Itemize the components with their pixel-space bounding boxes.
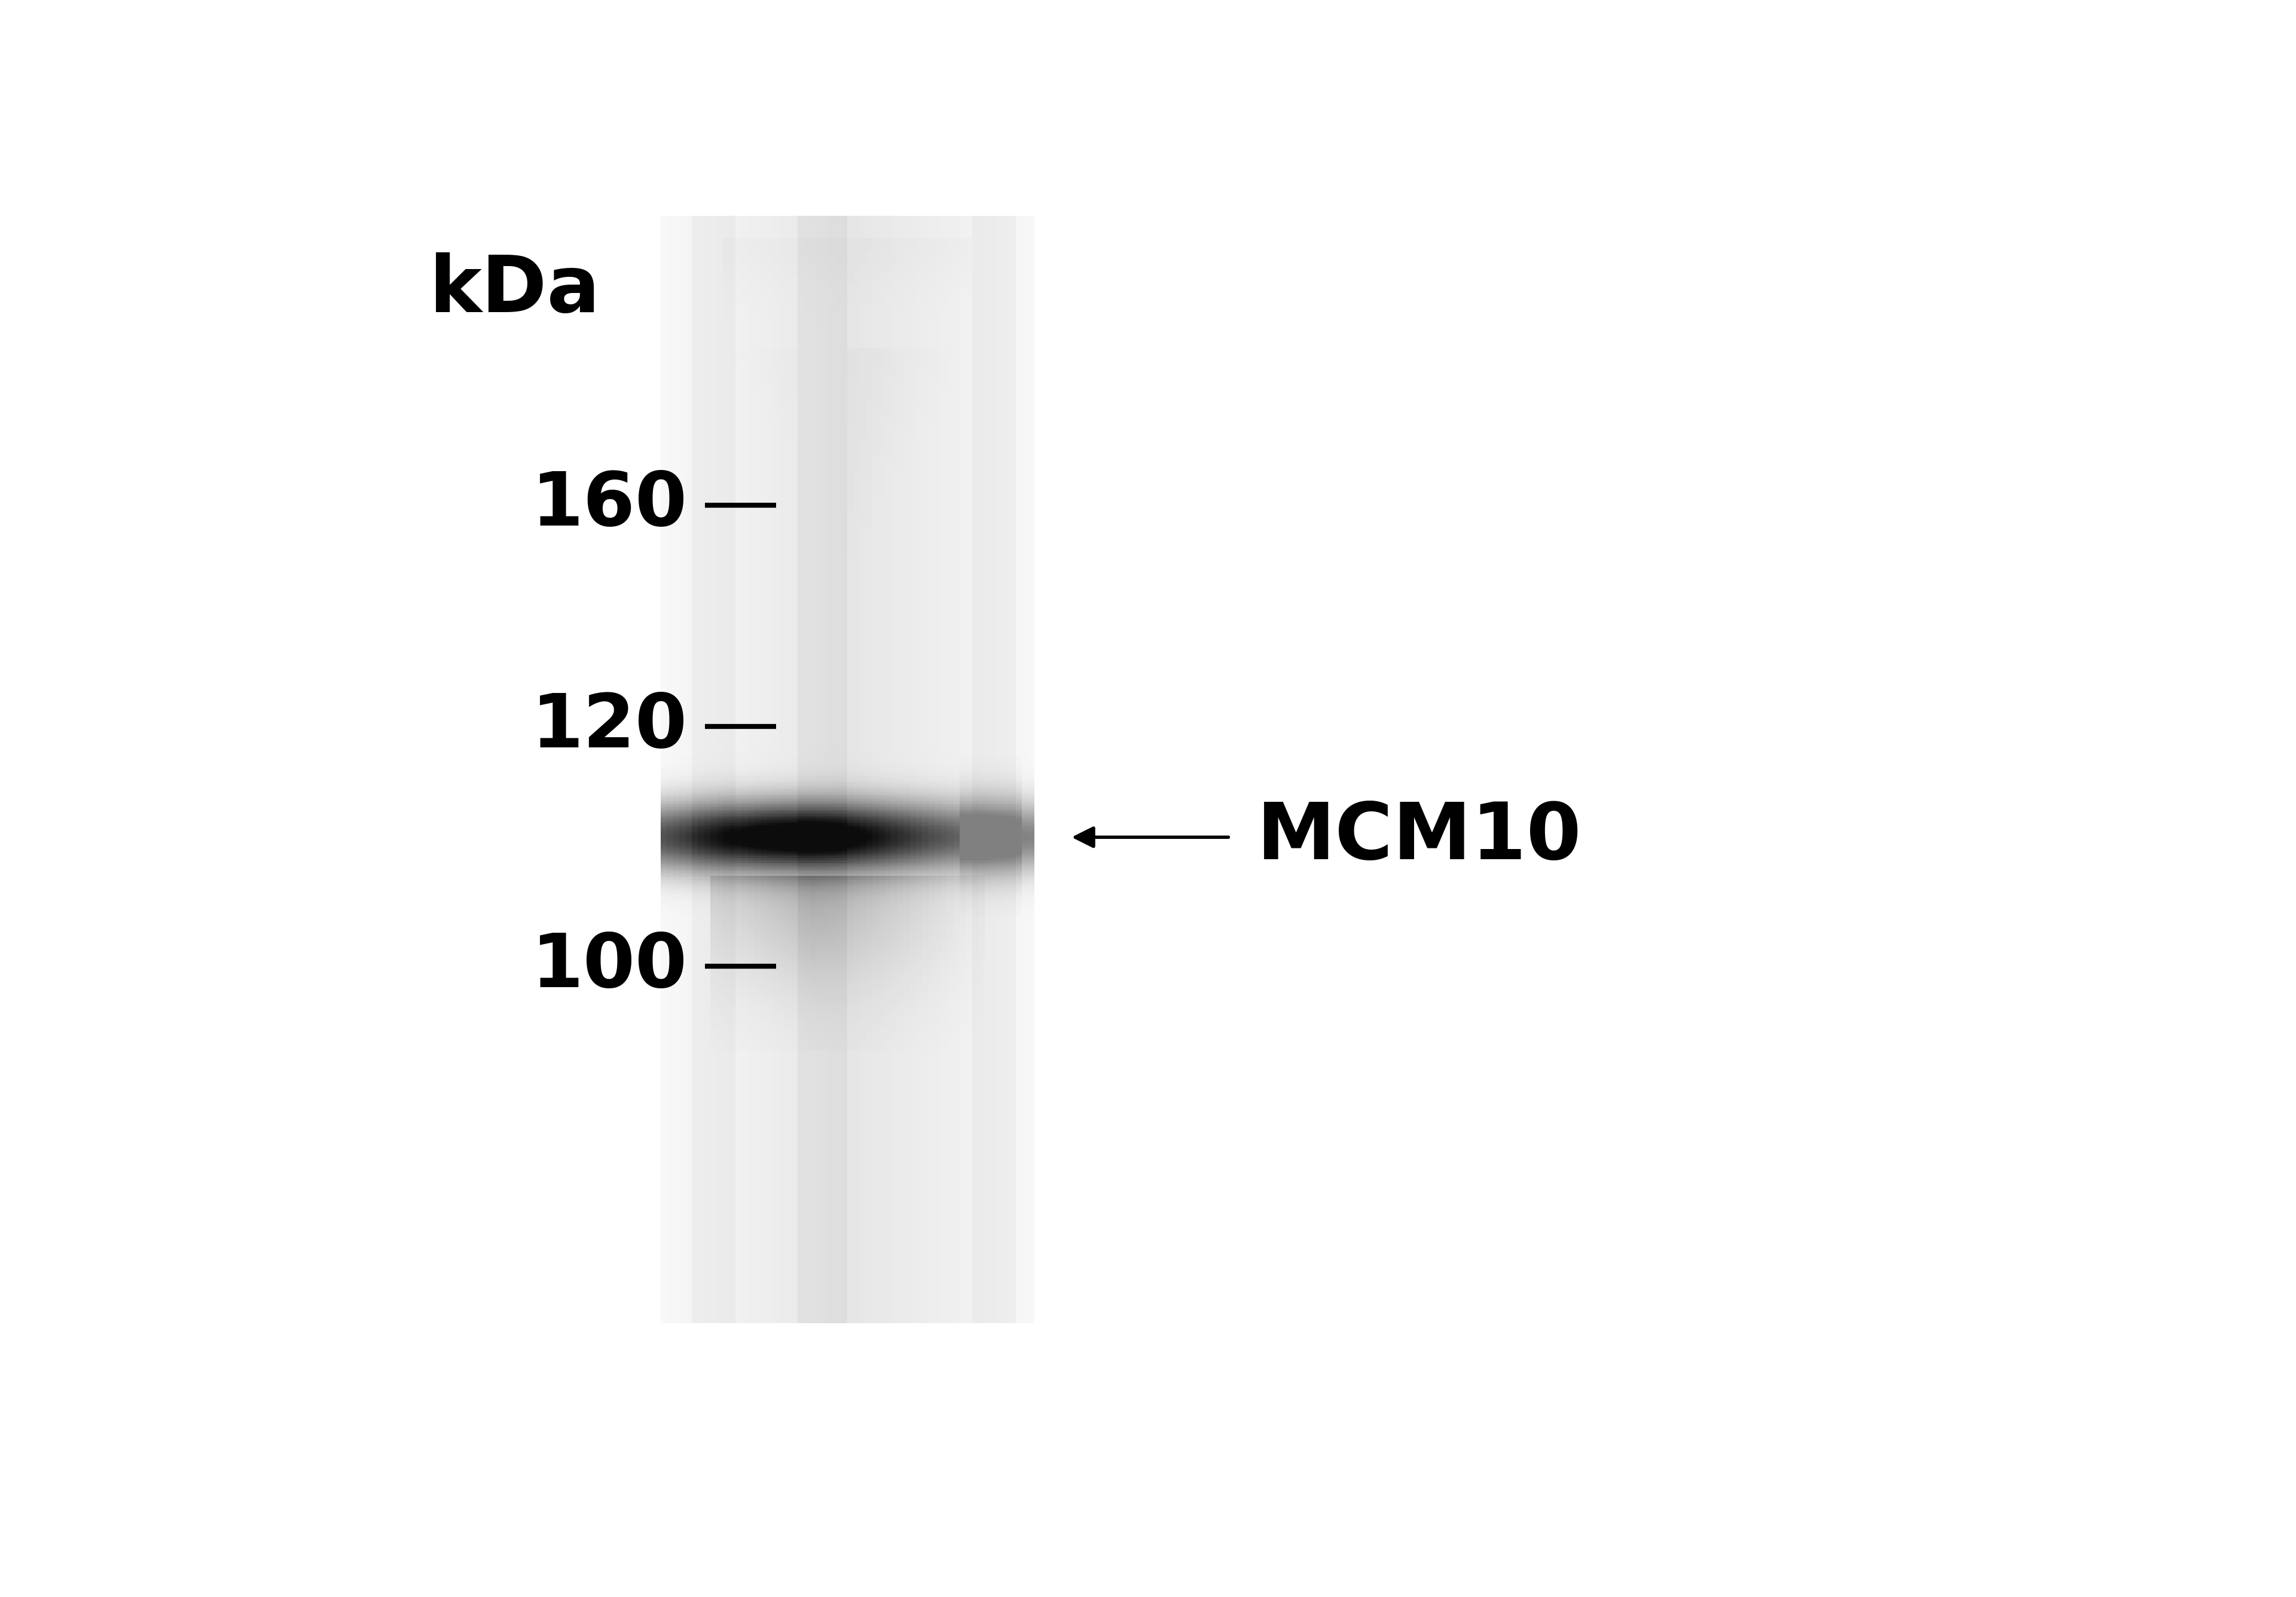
Text: kDa: kDa (429, 252, 602, 327)
Text: MCM10: MCM10 (1256, 798, 1582, 875)
Text: 100: 100 (530, 929, 687, 1003)
Text: 160: 160 (530, 470, 687, 541)
Text: 120: 120 (530, 690, 687, 763)
